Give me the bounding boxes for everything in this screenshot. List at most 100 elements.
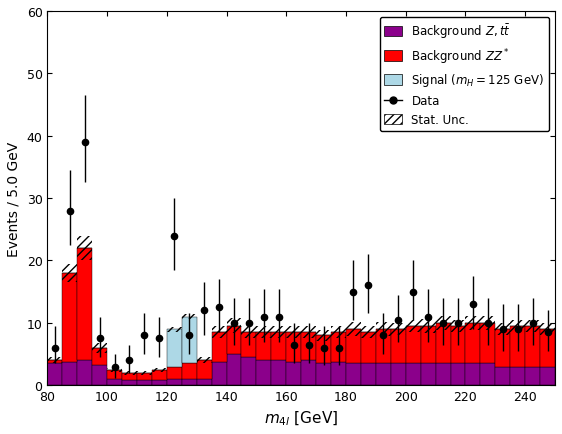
Bar xyxy=(391,323,406,335)
Bar xyxy=(406,364,421,385)
Bar xyxy=(376,364,391,385)
Bar xyxy=(301,332,316,361)
Bar xyxy=(77,361,92,385)
Bar xyxy=(152,380,167,385)
Bar xyxy=(226,354,242,385)
Bar xyxy=(182,314,197,319)
Bar xyxy=(331,362,346,385)
Bar xyxy=(62,264,77,283)
Bar xyxy=(212,362,226,385)
Bar xyxy=(182,364,197,379)
Bar xyxy=(525,320,540,332)
Bar xyxy=(465,364,481,385)
Bar xyxy=(167,327,182,332)
Bar xyxy=(510,326,525,367)
Bar xyxy=(361,364,376,385)
Bar xyxy=(481,323,495,364)
Bar xyxy=(406,326,421,364)
Bar xyxy=(316,364,331,385)
Bar xyxy=(346,329,361,364)
Bar xyxy=(137,371,152,375)
Bar xyxy=(286,362,301,385)
Bar xyxy=(301,361,316,385)
Bar xyxy=(107,368,122,372)
Bar xyxy=(212,332,226,362)
Bar xyxy=(481,364,495,385)
Bar xyxy=(137,373,152,380)
Bar xyxy=(256,361,271,385)
Bar xyxy=(421,364,436,385)
Bar xyxy=(286,332,301,362)
Bar xyxy=(62,273,77,362)
Bar xyxy=(316,335,331,364)
Bar xyxy=(242,357,256,385)
Bar xyxy=(316,330,331,341)
Bar xyxy=(167,329,182,367)
Bar xyxy=(197,357,212,364)
Bar xyxy=(47,361,62,364)
Bar xyxy=(122,371,137,375)
Bar xyxy=(436,364,451,385)
Bar xyxy=(47,357,62,364)
Bar xyxy=(331,326,346,339)
Bar xyxy=(212,326,226,339)
Bar xyxy=(525,367,540,385)
Bar xyxy=(406,320,421,332)
Bar xyxy=(271,361,286,385)
Bar xyxy=(421,319,436,333)
Bar xyxy=(346,364,361,385)
Y-axis label: Events / 5.0 GeV: Events / 5.0 GeV xyxy=(7,141,21,256)
Bar xyxy=(152,368,167,372)
Bar xyxy=(331,332,346,362)
Bar xyxy=(182,379,197,385)
Bar xyxy=(256,332,271,361)
Bar xyxy=(77,248,92,361)
Bar xyxy=(495,323,510,335)
Bar xyxy=(226,319,242,334)
Bar xyxy=(451,364,465,385)
Bar xyxy=(92,348,107,365)
Bar xyxy=(62,362,77,385)
Bar xyxy=(137,380,152,385)
Bar xyxy=(361,326,376,339)
Bar xyxy=(242,326,256,339)
Bar xyxy=(376,322,391,336)
Bar xyxy=(197,361,212,379)
X-axis label: $m_{4l}$ [GeV]: $m_{4l}$ [GeV] xyxy=(264,409,338,427)
Bar xyxy=(286,326,301,339)
Bar xyxy=(391,329,406,364)
Bar xyxy=(182,317,197,364)
Bar xyxy=(525,326,540,367)
Bar xyxy=(107,370,122,379)
Bar xyxy=(152,370,167,380)
Bar xyxy=(271,332,286,361)
Bar xyxy=(92,365,107,385)
Bar xyxy=(481,316,495,330)
Bar xyxy=(540,324,555,335)
Bar xyxy=(376,329,391,364)
Bar xyxy=(242,332,256,357)
Bar xyxy=(167,367,182,379)
Legend: Background $Z, t\bar{t}$, Background $ZZ^*$, Signal ($m_H = 125$ GeV), Data, Sta: Background $Z, t\bar{t}$, Background $ZZ… xyxy=(379,18,549,132)
Bar xyxy=(92,343,107,353)
Bar xyxy=(540,367,555,385)
Bar xyxy=(271,326,286,339)
Bar xyxy=(465,323,481,364)
Bar xyxy=(226,326,242,354)
Bar xyxy=(436,316,451,330)
Bar xyxy=(256,326,271,339)
Bar xyxy=(495,367,510,385)
Bar xyxy=(451,320,465,332)
Bar xyxy=(436,323,451,364)
Bar xyxy=(361,332,376,364)
Bar xyxy=(495,329,510,367)
Bar xyxy=(167,379,182,385)
Bar xyxy=(77,236,92,261)
Bar xyxy=(47,364,62,385)
Bar xyxy=(510,320,525,332)
Bar xyxy=(540,329,555,367)
Bar xyxy=(346,322,361,336)
Bar xyxy=(465,316,481,330)
Bar xyxy=(122,373,137,380)
Bar xyxy=(107,379,122,385)
